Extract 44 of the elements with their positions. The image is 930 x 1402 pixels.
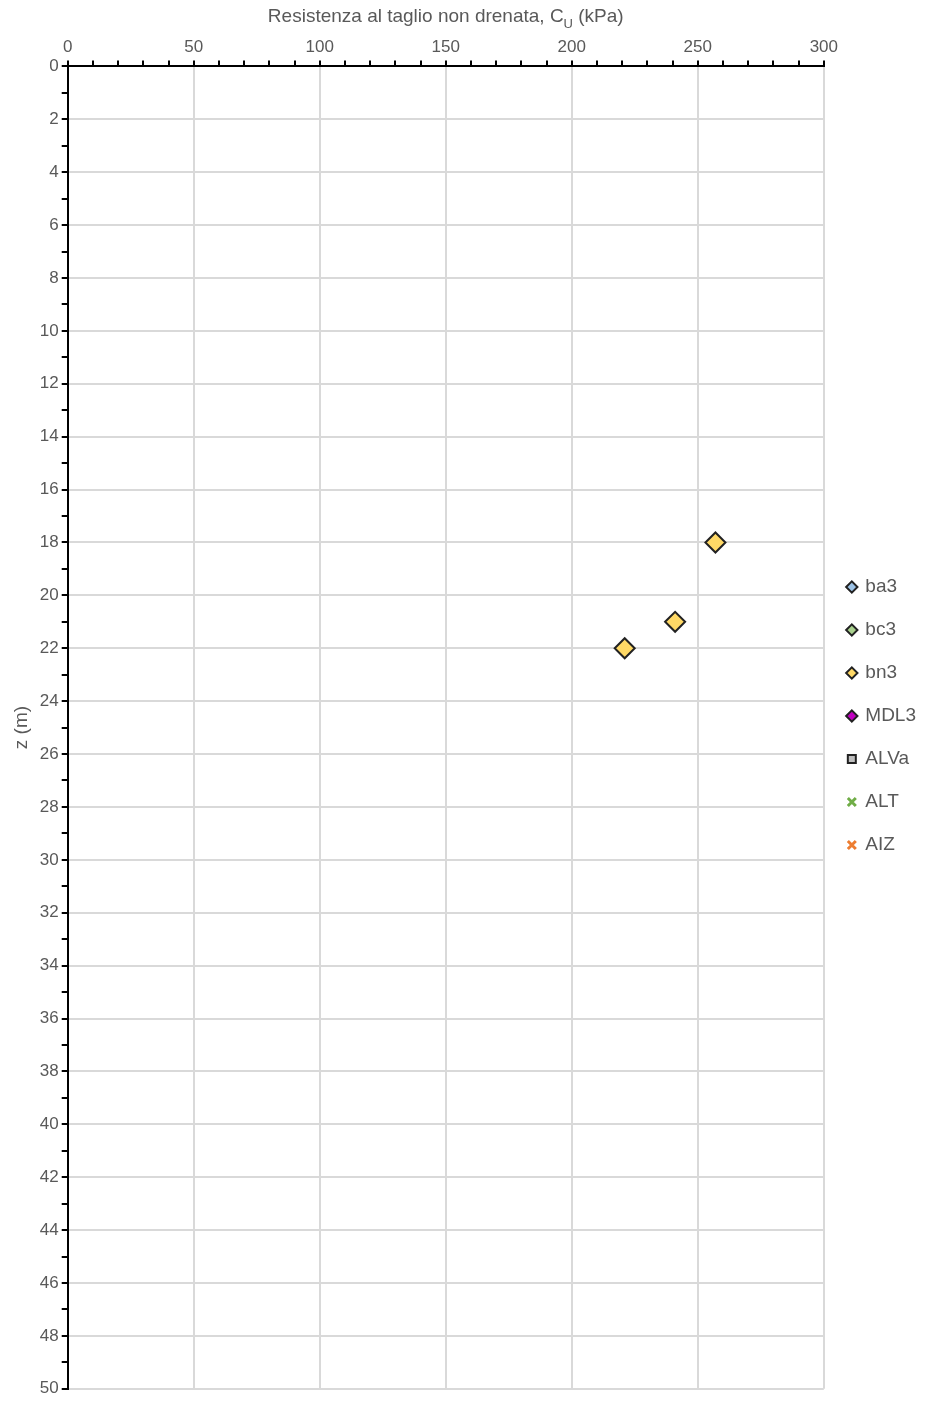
y-tick-label: 50 [39,1378,59,1398]
y-tick-label: 32 [39,902,59,922]
y-tick-label: 34 [39,955,59,975]
y-tick-label: 22 [39,637,59,657]
point [613,637,636,660]
y-tick-label: 24 [39,690,59,710]
y-tick-label: 26 [39,743,59,763]
point [664,610,687,633]
x-tick-label: 50 [184,36,204,56]
y-tick-label: 6 [49,214,59,234]
legend-label: bc3 [865,618,896,640]
legend-label: ba3 [865,575,898,597]
legend-label: ALT [865,790,900,812]
x-tick-label: 200 [557,36,586,56]
y-tick-label: 46 [39,1272,59,1292]
y-tick-label: 10 [39,320,59,340]
y-tick-label: 14 [39,426,59,446]
legend-label: bn3 [865,661,898,683]
y-tick-label: 8 [49,267,59,287]
y-tick-label: 0 [49,56,59,76]
y-tick-label: 2 [49,108,59,128]
y-tick-label: 30 [39,849,59,869]
x-tick-label: 250 [683,36,712,56]
x-tick-label: 100 [305,36,334,56]
x-tick-label: 150 [431,36,460,56]
y-tick-label: 38 [39,1061,59,1081]
y-tick-label: 20 [39,585,59,605]
y-tick-label: 40 [39,1114,59,1134]
y-tick-label: 18 [39,532,59,552]
legend-label: MDL3 [865,704,917,726]
x-tick-label: 300 [809,36,839,56]
y-tick-label: 48 [39,1325,59,1345]
y-tick-label: 28 [39,796,59,816]
point [704,531,727,554]
y-tick-label: 4 [49,161,59,181]
y-tick-label: 36 [39,1008,59,1028]
legend-label: AIZ [865,833,896,855]
x-tick-label: 0 [62,36,73,56]
y-axis-title: z (m) [9,705,31,750]
y-tick-label: 16 [39,479,59,499]
y-tick-label: 12 [39,373,59,393]
y-tick-label: 42 [39,1166,59,1186]
legend-label: ALVa [865,747,910,769]
y-tick-label: 44 [39,1219,59,1239]
